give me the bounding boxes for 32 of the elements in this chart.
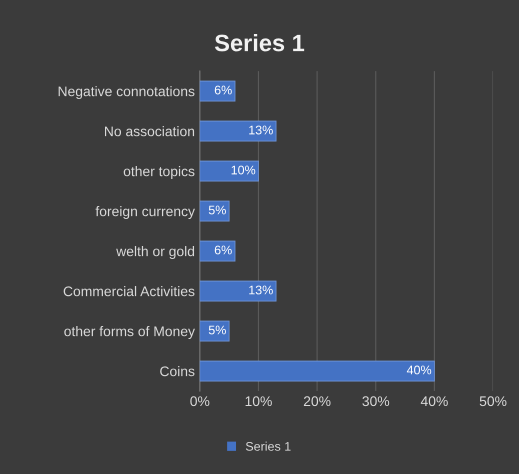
bar [200,280,276,302]
bar [200,240,236,262]
data-label: 6% [214,246,232,254]
y-tick-label: No association [105,126,194,136]
data-label: 5% [208,326,226,334]
x-tick-label: 10% [246,396,272,406]
x-tick-label: 20% [304,396,331,406]
y-tick-label: welth or gold [116,246,194,259]
bar [200,160,259,182]
y-tick-label: Coins [160,366,194,376]
data-label: 13% [249,286,273,294]
y-tick-label: Commercial Activities [64,286,194,296]
data-label: 5% [208,206,226,214]
y-tick-label: Negative connotations [58,86,194,100]
y-tick-label: foreign currency [96,206,195,219]
data-label: 40% [406,366,432,374]
y-tick-label: other topics [124,166,194,179]
x-tick-label: 30% [362,396,390,406]
data-label: 13% [249,126,273,134]
data-label: 10% [232,166,256,174]
x-tick-label: 40% [420,396,448,406]
bar [200,360,435,382]
data-label: 6% [214,86,232,94]
bar [200,120,276,142]
bar [200,320,230,342]
chart-title: Series 1 [214,34,304,52]
bar [200,80,236,102]
bar [200,200,230,222]
y-tick-label: other forms of Money [64,326,195,339]
x-tick-label: 0% [190,396,210,406]
x-tick-label: 50% [480,396,506,406]
legend-label: Series 1 [246,442,291,451]
